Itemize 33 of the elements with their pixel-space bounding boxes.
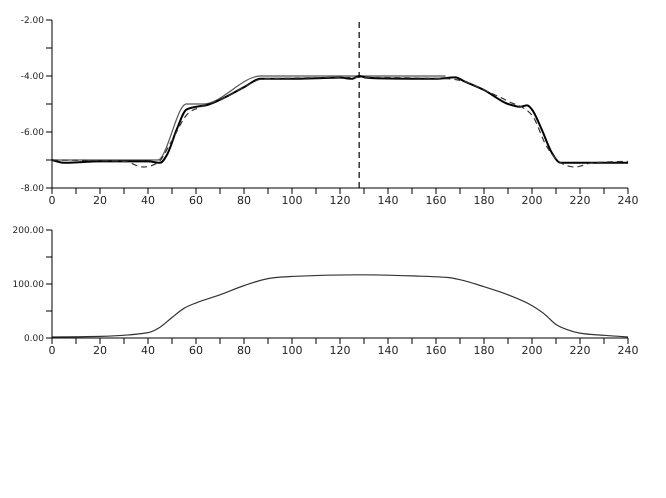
- x-tick-label: 40: [141, 344, 155, 357]
- x-tick-label: 180: [474, 194, 494, 207]
- y-tick-label: -6.00: [20, 128, 44, 138]
- x-tick-label: 200: [522, 344, 542, 357]
- x-tick-label: 140: [378, 194, 398, 207]
- x-tick-label: 220: [570, 194, 590, 207]
- x-tick-label: 180: [474, 344, 494, 357]
- y-tick-label: 100.00: [12, 280, 44, 290]
- x-tick-label: 0: [48, 344, 56, 357]
- x-tick-label: 80: [237, 344, 251, 357]
- y-tick-label: 200.00: [12, 226, 44, 236]
- x-tick-label: 240: [618, 344, 638, 357]
- x-tick-label: 60: [189, 194, 203, 207]
- x-tick-label: 60: [189, 344, 203, 357]
- x-tick-label: 220: [570, 344, 590, 357]
- x-tick-label: 100: [282, 194, 302, 207]
- x-tick-label: 160: [426, 344, 446, 357]
- x-tick-label: 120: [330, 344, 350, 357]
- x-tick-label: 80: [237, 194, 251, 207]
- x-tick-label: 0: [48, 194, 56, 207]
- x-tick-label: 20: [93, 344, 107, 357]
- x-tick-label: 200: [522, 194, 542, 207]
- y-tick-label: 0.00: [24, 334, 44, 344]
- x-tick-label: 40: [141, 194, 155, 207]
- x-tick-label: 160: [426, 194, 446, 207]
- y-tick-label: -2.00: [20, 16, 44, 26]
- y-tick-label: -4.00: [20, 72, 44, 82]
- y-tick-label: -8.00: [20, 184, 44, 194]
- x-tick-label: 20: [93, 194, 107, 207]
- x-tick-label: 240: [618, 194, 638, 207]
- x-tick-label: 100: [282, 344, 302, 357]
- x-tick-label: 120: [330, 194, 350, 207]
- x-tick-label: 140: [378, 344, 398, 357]
